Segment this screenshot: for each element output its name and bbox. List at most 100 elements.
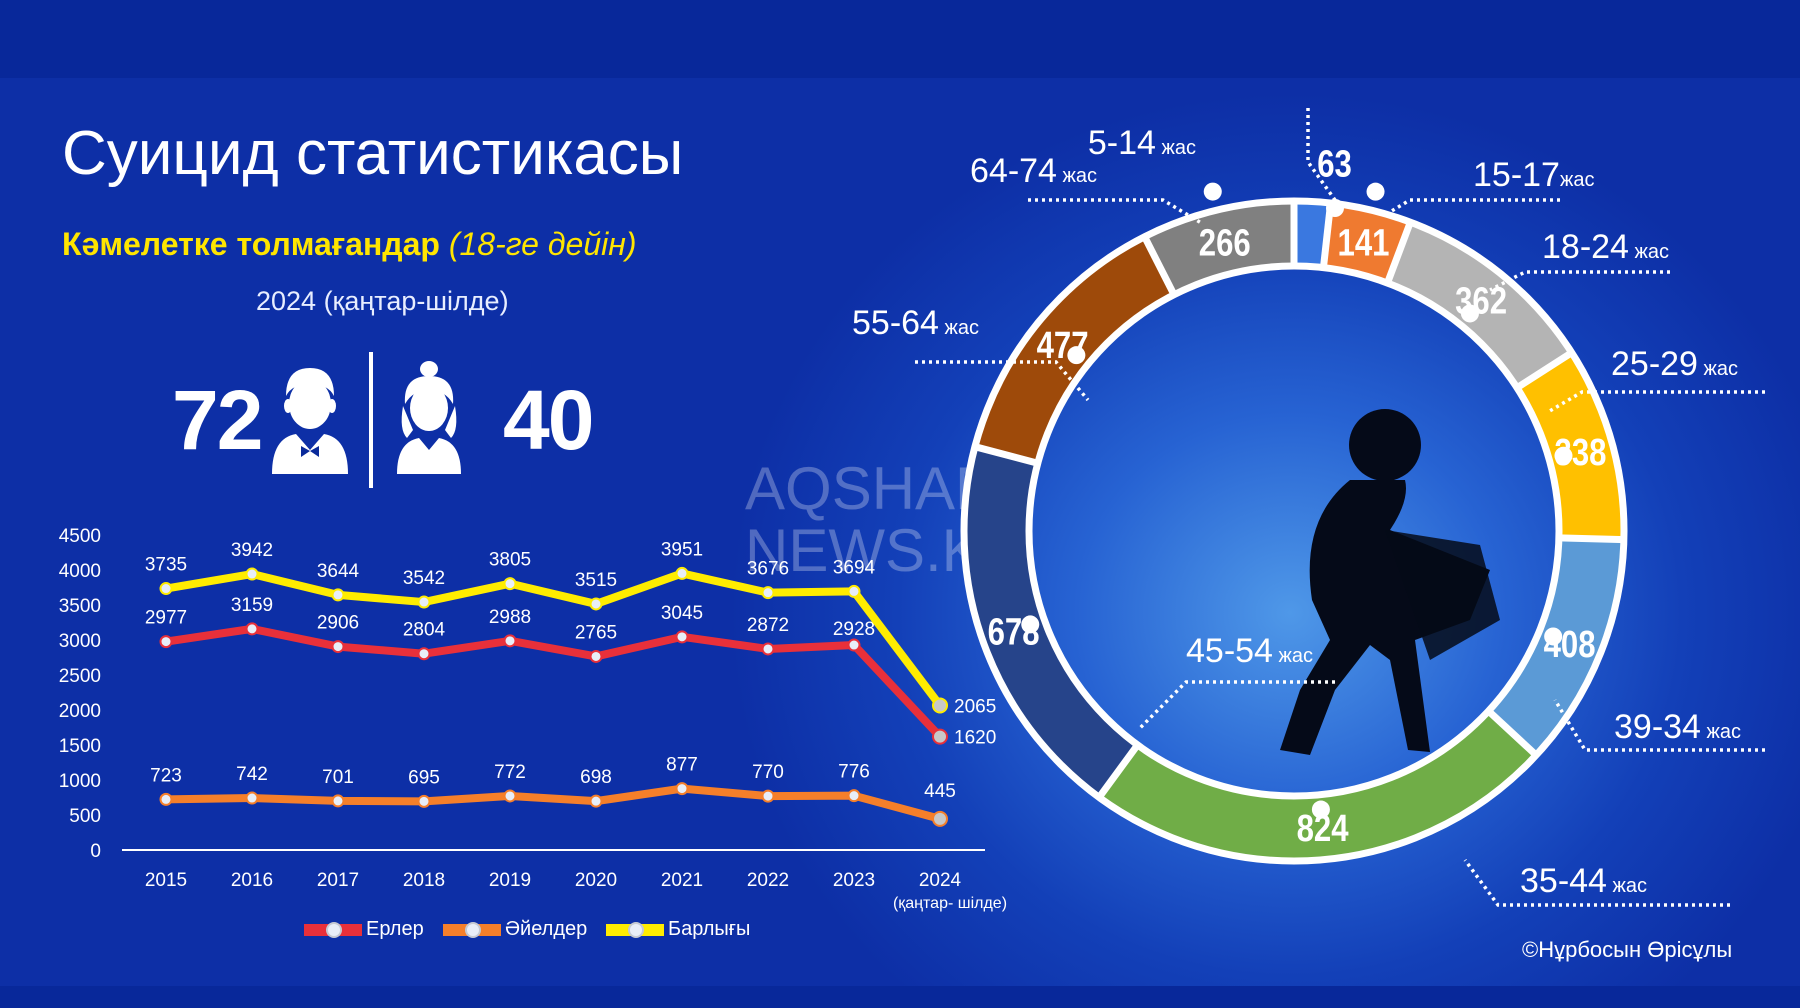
x-tick-label: 2018: [403, 870, 445, 891]
leader-line: [1138, 680, 1335, 730]
y-tick-label: 3000: [59, 631, 101, 652]
leader-line: [1384, 198, 1560, 217]
donut-separator: [1515, 349, 1574, 391]
series-point: [503, 789, 517, 803]
legend-item-men: Ерлер: [304, 918, 424, 941]
data-label: 3644: [317, 561, 360, 582]
subtitle-main: Кәмелетке толмағандар: [62, 226, 440, 262]
donut-segment: [967, 449, 1135, 794]
x-tick-label: 2017: [317, 870, 359, 891]
series-point: [503, 577, 517, 591]
series-point: [159, 792, 173, 806]
leader-dot: [1067, 346, 1086, 365]
x-tick-label: 2019: [489, 870, 531, 891]
x-tick-label: 2024: [919, 870, 962, 891]
data-label: 3694: [833, 557, 876, 578]
series-point: [932, 697, 948, 714]
legend-swatch-women: [443, 921, 501, 938]
data-label: 723: [150, 765, 182, 786]
subtitle: Кәмелетке толмағандар (18-ге дейін): [62, 226, 637, 263]
leader-line: [1463, 858, 1730, 907]
x-tick-label: 2015: [145, 870, 187, 891]
y-tick-label: 2000: [59, 701, 101, 722]
series-point: [331, 588, 345, 602]
age-unit: жас: [938, 317, 980, 339]
period-label: 2024 (қаңтар-шілде): [256, 286, 509, 316]
leader-dot: [1554, 446, 1573, 465]
data-label: 3942: [231, 540, 273, 561]
donut-segment: [1102, 714, 1533, 858]
leader-line: [1028, 198, 1204, 226]
series-point: [932, 810, 948, 827]
age-unit: жас: [1155, 137, 1196, 159]
data-label: 701: [322, 767, 354, 788]
series-line-0: [162, 624, 944, 741]
segment-value: 266: [1199, 223, 1251, 265]
legend-item-total: Барлығы: [606, 918, 750, 941]
series-line-2: [162, 569, 944, 710]
age-label: 15-17жас: [1473, 156, 1594, 195]
male-person-icon: [272, 368, 348, 474]
series-point: [761, 789, 775, 803]
data-label: 3045: [661, 603, 703, 624]
age-label: 18-24 жас: [1542, 228, 1669, 267]
data-label: 2977: [145, 608, 187, 629]
x-tick-label: 2016: [231, 870, 273, 891]
data-label: 695: [408, 767, 440, 788]
y-tick-label: 4000: [59, 561, 101, 582]
series-point: [417, 647, 431, 661]
legend-label-women: Әйелдер: [505, 918, 588, 940]
series-point: [847, 638, 861, 652]
series-point: [589, 597, 603, 611]
donut-segment: [1491, 539, 1621, 752]
donut-segment: [1325, 206, 1408, 280]
legend-swatch-men: [304, 921, 362, 938]
legend-label-men: Ерлер: [366, 918, 424, 940]
age-unit: жас: [1700, 721, 1742, 743]
data-label: 3735: [145, 555, 187, 576]
leader-dot: [1203, 182, 1222, 201]
series-point: [503, 634, 517, 648]
leader-dot: [1544, 627, 1563, 646]
y-tick-label: 4500: [59, 526, 101, 547]
donut-segment: [1390, 225, 1568, 385]
series-point: [159, 635, 173, 649]
data-label: 877: [666, 755, 698, 776]
series-point: [589, 794, 603, 808]
leader-line: [1553, 699, 1765, 752]
leader-dot: [1460, 304, 1479, 323]
x-tick-label: 2020: [575, 870, 617, 891]
girls-count: 40: [503, 373, 594, 467]
data-label: 698: [580, 767, 612, 788]
line-chart: 0 500 1000 1500 2000 2500 3000 3500 4000 4500 2015…: [59, 526, 1007, 912]
age-label: 55-64 жас: [852, 304, 979, 343]
donut-separator: [1096, 742, 1141, 800]
age-range: 15-17: [1473, 156, 1560, 194]
series-point: [675, 566, 689, 580]
donut-separator: [1486, 708, 1539, 758]
series-point: [932, 728, 948, 745]
age-label: 25-29 жас: [1611, 345, 1738, 384]
y-tick-label: 0: [90, 841, 101, 862]
age-range: 5-14: [1087, 124, 1156, 162]
data-label: 770: [752, 762, 784, 783]
donut-separator: [974, 443, 1039, 467]
leader-dot: [1311, 800, 1330, 819]
top-band: [0, 0, 1800, 78]
series-point: [847, 789, 861, 803]
donut-segment: [1520, 356, 1621, 538]
series-point: [245, 791, 259, 805]
data-label: 2928: [833, 619, 875, 640]
series-point: [675, 630, 689, 644]
series-point: [417, 794, 431, 808]
series-point: [245, 622, 259, 636]
age-range: 45-54: [1186, 632, 1273, 670]
series-point: [159, 582, 173, 596]
y-tick-label: 2500: [59, 666, 101, 687]
donut-separator: [1141, 235, 1178, 297]
age-unit: жас: [1606, 875, 1648, 897]
copyright: ©Нұрбосын Өрісұлы: [1522, 937, 1733, 962]
age-label: 35-44 жас: [1520, 862, 1647, 901]
series-point: [331, 640, 345, 654]
series-point: [675, 782, 689, 796]
